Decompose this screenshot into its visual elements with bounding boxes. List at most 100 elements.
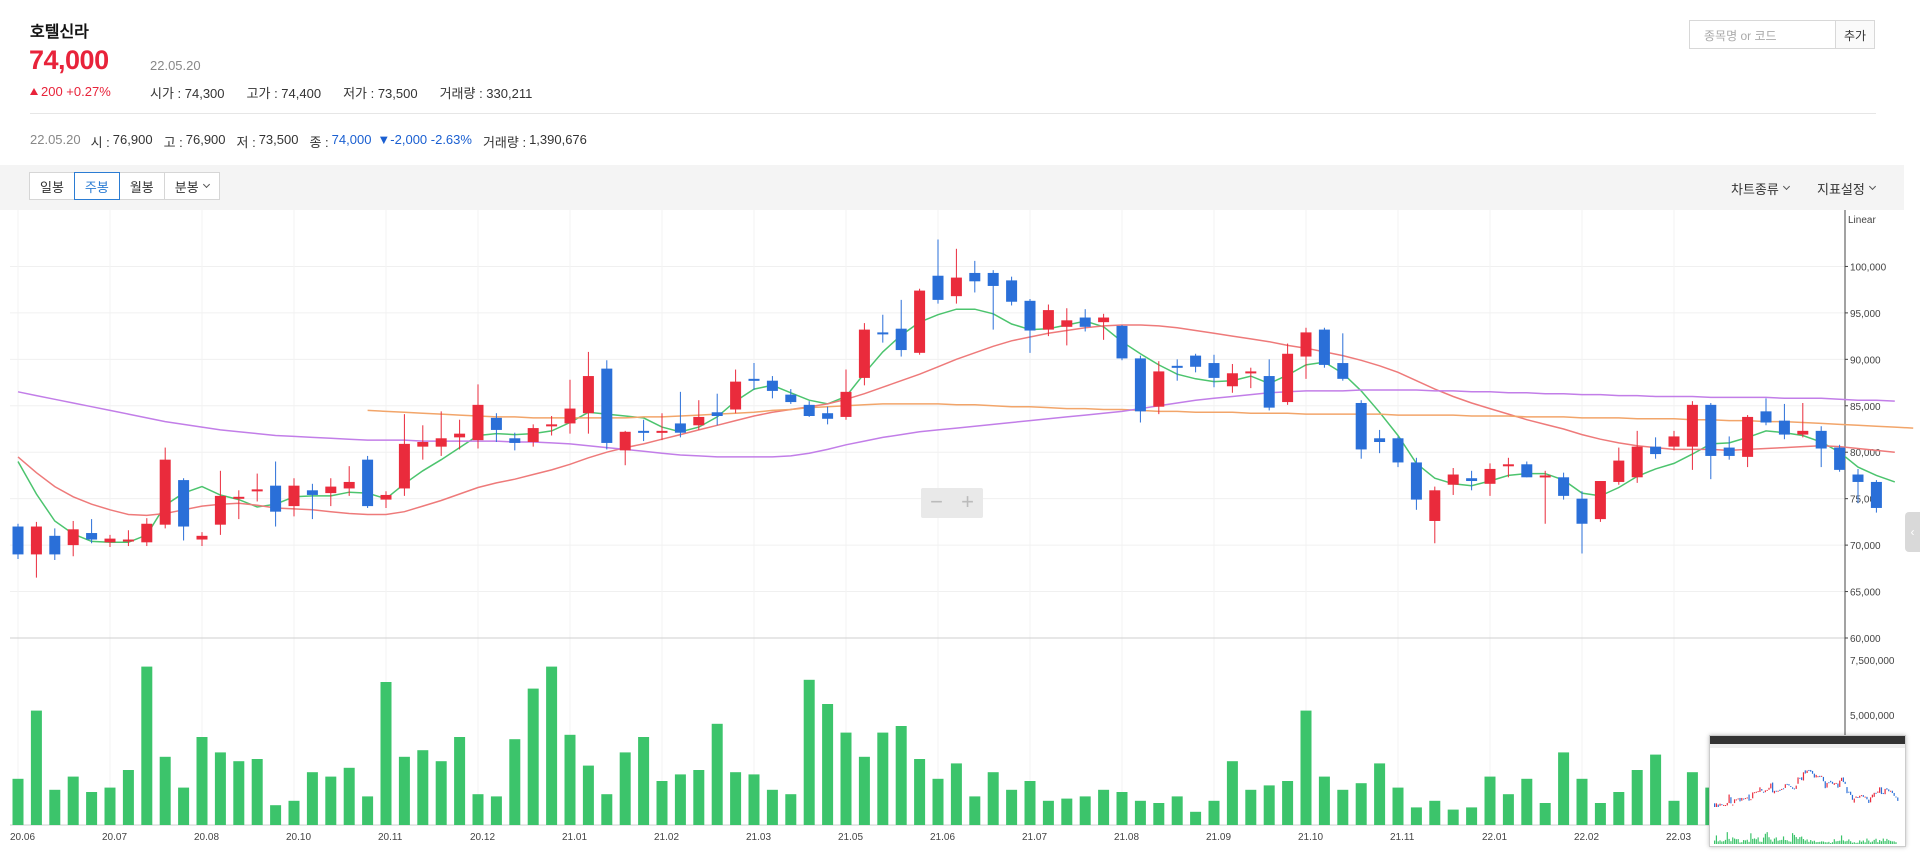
minimap-volume-bar (1860, 841, 1863, 844)
volume-bar (1208, 800, 1220, 825)
minimap-candle (1753, 792, 1756, 794)
search-input[interactable]: 종목명 or 코드 (1689, 20, 1835, 49)
stock-chart[interactable]: Linear 100,000 95,000 90,000 85,000 80,000 75,… (0, 210, 1920, 861)
candle-up (122, 539, 134, 542)
stock-name: 호텔신라 (30, 24, 89, 41)
minimap-candle (1750, 799, 1752, 801)
candle-down (490, 417, 502, 430)
minimap-volume-bar (1873, 839, 1875, 844)
volume-bar (1190, 811, 1202, 825)
minimap-volume-bar (1779, 840, 1781, 844)
candle-down (1521, 464, 1533, 478)
candle-down (1006, 280, 1018, 302)
minimap-candle (1833, 783, 1835, 785)
x-tick-label: 20.07 (102, 832, 127, 843)
volume-bar (914, 759, 926, 825)
price-tick-label: 85,000 (1850, 402, 1881, 413)
candle-down (601, 368, 613, 443)
minimap-candle (1846, 787, 1848, 794)
candle-down (178, 480, 190, 527)
x-tick-label: 22.02 (1574, 832, 1599, 843)
minimap-volume-bar (1759, 841, 1761, 844)
minimap-candle (1782, 788, 1785, 790)
candle-down (1263, 376, 1275, 408)
candle-down (1466, 478, 1478, 482)
volume-bar (233, 761, 245, 825)
candle-up (656, 430, 668, 433)
volume-bar (1355, 783, 1367, 825)
candle-down (877, 332, 889, 335)
x-tick-label: 21.08 (1114, 832, 1139, 843)
minimap-candle (1811, 770, 1814, 774)
candle-up (325, 486, 337, 494)
indicator-menu[interactable]: 지표설정 (1817, 179, 1876, 198)
minimap-volume-bar (1732, 837, 1734, 844)
minimap-candle (1844, 781, 1846, 784)
low-price: 저가 : 73,500 (343, 86, 418, 101)
minimap-candle (1757, 791, 1759, 793)
minimap-candle (1871, 794, 1873, 798)
trade-volume: 거래량 : 330,211 (439, 86, 533, 101)
candle-down (1650, 446, 1662, 455)
minimap-volume-bar (1764, 833, 1766, 844)
minimap-candle (1748, 794, 1750, 801)
minimap-volume-bar (1889, 840, 1892, 844)
tab-weekly[interactable]: 주봉 (73, 172, 120, 200)
x-tick-label: 21.03 (746, 832, 771, 843)
add-button[interactable]: 추가 (1835, 20, 1875, 49)
volume-bar (932, 778, 944, 825)
minimap-candle (1815, 774, 1817, 778)
candle-up (214, 495, 226, 525)
minimap-candle (1851, 794, 1854, 800)
minimap-volume-bar (1833, 839, 1835, 844)
minimap-volume-bar (1848, 839, 1850, 844)
candle-up (159, 459, 171, 525)
minimap-volume-bar (1895, 842, 1897, 844)
minimap-candle (1862, 795, 1864, 797)
minimap-volume-bar (1719, 840, 1721, 844)
minimap-candle (1764, 790, 1766, 793)
tab-minute[interactable]: 분봉 (163, 172, 220, 200)
minimap-volume-bar (1879, 840, 1881, 844)
candle-up (619, 431, 631, 451)
chart-type-menu[interactable]: 차트종류 (1731, 179, 1790, 198)
zoom-out-button[interactable]: − (930, 489, 943, 514)
tab-monthly[interactable]: 월봉 (118, 172, 165, 200)
volume-bar (766, 789, 778, 825)
volume-bar (803, 679, 815, 825)
minimap-candle (1744, 798, 1747, 800)
minimap-candle (1762, 791, 1765, 793)
candle-up (858, 329, 870, 378)
volume-bar (251, 759, 263, 825)
volume-bar (1226, 761, 1238, 825)
minimap-candle (1866, 796, 1868, 800)
zoom-in-button[interactable]: + (961, 489, 974, 514)
price-tick-label: 60,000 (1850, 634, 1881, 645)
minimap-volume-bar (1799, 837, 1801, 844)
volume-bar (1484, 776, 1496, 825)
volume-bar (306, 772, 318, 825)
price-change-text: 200 +0.27% (41, 84, 111, 99)
minimap-volume-bar (1828, 841, 1830, 844)
volume-bar (380, 682, 392, 825)
volume-bar (1521, 778, 1533, 825)
minimap-candle (1801, 777, 1803, 781)
minimap-volume-bar (1772, 841, 1774, 844)
period-low: 73,500 (258, 132, 299, 147)
chart-type-label: 차트종류 (1731, 182, 1779, 197)
header-divider (30, 113, 1876, 114)
volume-bar (1686, 772, 1698, 825)
tab-daily[interactable]: 일봉 (29, 172, 75, 200)
volume-bar (1263, 785, 1275, 825)
chevron-down-icon (1868, 182, 1876, 191)
chart-minimap[interactable] (1709, 735, 1906, 847)
minimap-candle (1746, 797, 1748, 799)
minimap-candle (1895, 796, 1897, 798)
volume-bar (435, 761, 447, 825)
volume-bar (950, 763, 962, 825)
minimap-volume-bar (1746, 839, 1748, 844)
candle-up (141, 523, 153, 543)
collapse-panel-button[interactable]: ‹ (1905, 512, 1920, 552)
chart-canvas[interactable]: Linear 100,000 95,000 90,000 85,000 80,000 75,… (0, 210, 1920, 861)
minimap-volume-bar (1842, 840, 1844, 844)
